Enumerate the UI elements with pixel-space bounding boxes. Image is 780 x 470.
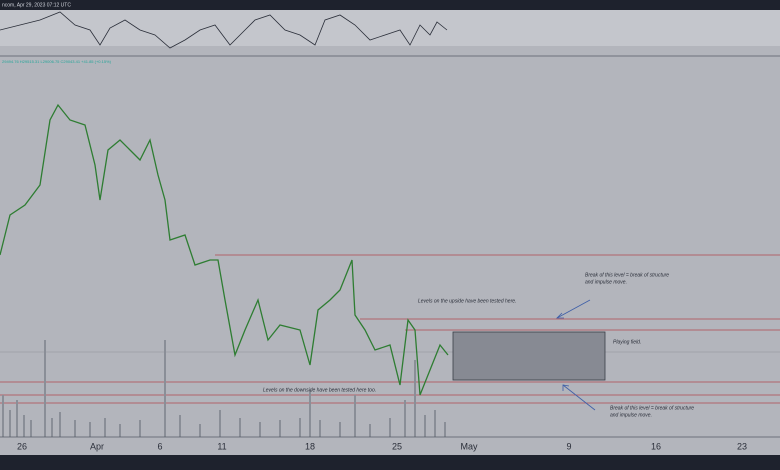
- arrows: [556, 299, 596, 411]
- x-axis-label: 16: [651, 441, 661, 451]
- annotation: Levels on the upside have been tested he…: [418, 298, 516, 304]
- annotation: and impulse move.: [610, 412, 652, 418]
- x-axis-label: May: [460, 441, 478, 451]
- bottom-bar: [0, 455, 780, 470]
- price-path: [0, 103, 449, 396]
- x-axis-label: 11: [217, 441, 226, 451]
- header-ohlc: 29494.76 H29515.31 L29006.75 C29043.41 +…: [2, 59, 112, 64]
- x-axis-label: 26: [17, 441, 27, 451]
- annotation: Break of this level = break of structure: [610, 405, 694, 411]
- x-axis-label: 23: [737, 441, 747, 451]
- annotation: Break of this level = break of structure: [585, 272, 669, 278]
- x-axis-label: Apr: [90, 441, 104, 451]
- oscillator-pane: [0, 10, 780, 46]
- annotation: Levels on the downside have been tested …: [263, 387, 376, 393]
- top-bar: [0, 0, 780, 10]
- header-source: ncom, Apr 29, 2023 07:12 UTC: [2, 2, 71, 8]
- x-axis-label: 18: [305, 441, 315, 451]
- playing-field-box: [452, 331, 606, 381]
- x-axis-label: 25: [392, 441, 402, 451]
- x-axis-labels: 26 Apr 6 11 18 25 May 9 16 23: [17, 441, 747, 451]
- x-axis: [0, 437, 780, 455]
- x-axis-label: 6: [157, 441, 162, 451]
- volume-bars: [2, 340, 446, 437]
- annotation: and impulse move.: [585, 279, 627, 285]
- oscillator-line: [0, 11, 448, 49]
- annotation: Playing field.: [613, 339, 641, 345]
- x-axis-label: 9: [566, 441, 571, 451]
